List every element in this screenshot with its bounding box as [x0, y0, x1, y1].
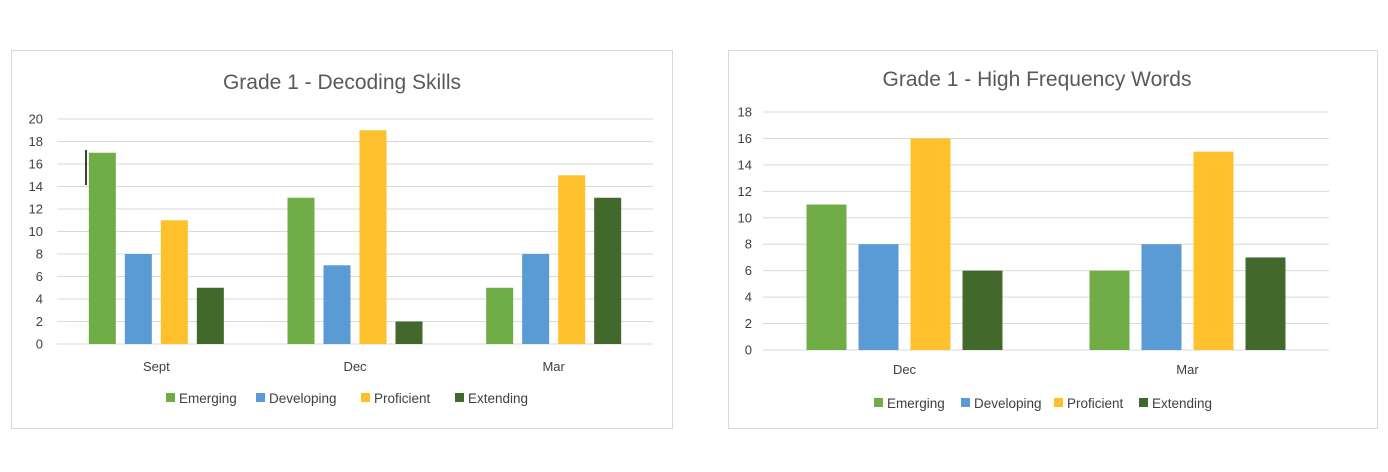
bar-emerging-mar — [1089, 270, 1130, 350]
legend-label-proficient: Proficient — [1067, 396, 1124, 411]
bar-emerging-sept — [88, 152, 116, 344]
legend-swatch-developing — [961, 398, 970, 407]
legend-label-extending: Extending — [468, 391, 528, 406]
x-tick-label-sept: Sept — [143, 359, 170, 374]
legend-swatch-emerging — [874, 398, 883, 407]
bar-emerging-dec — [806, 204, 847, 350]
legend-label-extending: Extending — [1152, 396, 1212, 411]
bar-extending-mar — [1245, 257, 1286, 350]
bar-extending-dec — [395, 321, 423, 344]
y-tick-label-0: 0 — [36, 337, 43, 352]
legend-label-emerging: Emerging — [887, 396, 945, 411]
x-tick-label-mar: Mar — [542, 359, 565, 374]
y-tick-label-4: 4 — [36, 292, 43, 307]
y-tick-label-6: 6 — [745, 263, 752, 278]
chart-high-frequency-words-svg: Grade 1 - High Frequency Words 0 2 4 6 8 10 12 1… — [738, 68, 1329, 411]
bar-extending-mar — [594, 197, 622, 344]
legend-swatch-extending — [455, 393, 464, 402]
x-tick-label-dec: Dec — [343, 359, 367, 374]
y-tick-label-2: 2 — [36, 314, 43, 329]
chart-high-frequency-words: Grade 1 - High Frequency Words 0 2 4 6 8 10 12 1… — [728, 50, 1378, 429]
y-tick-label-8: 8 — [745, 237, 752, 252]
y-tick-label-16: 16 — [738, 131, 752, 146]
y-tick-label-12: 12 — [738, 184, 752, 199]
legend-swatch-developing — [256, 393, 265, 402]
legend-label-developing: Developing — [269, 391, 337, 406]
legend-swatch-proficient — [1054, 398, 1063, 407]
y-tick-label-10: 10 — [738, 210, 752, 225]
bar-developing-mar — [1141, 244, 1182, 350]
y-tick-label-0: 0 — [745, 343, 752, 358]
bar-extending-sept — [196, 287, 224, 344]
bar-emerging-mar — [486, 287, 514, 344]
y-tick-label-18: 18 — [738, 105, 752, 120]
bar-developing-dec — [323, 265, 351, 344]
bar-extending-dec — [962, 270, 1003, 350]
y-tick-label-12: 12 — [29, 202, 43, 217]
y-tick-label-14: 14 — [738, 157, 752, 172]
chart-decoding-skills: Grade 1 - Decoding Skills 0 2 4 6 8 10 12 14 16 18… — [11, 50, 673, 429]
y-tick-label-2: 2 — [745, 316, 752, 331]
y-tick-label-18: 18 — [29, 134, 43, 149]
bar-developing-dec — [858, 244, 899, 350]
y-tick-label-20: 20 — [29, 112, 43, 127]
legend-swatch-proficient — [361, 393, 370, 402]
y-tick-label-4: 4 — [745, 290, 752, 305]
legend-label-emerging: Emerging — [179, 391, 237, 406]
legend-label-developing: Developing — [974, 396, 1042, 411]
bar-developing-mar — [522, 254, 550, 344]
chart-title: Grade 1 - Decoding Skills — [223, 71, 461, 94]
bar-proficient-dec — [910, 138, 951, 350]
bar-proficient-sept — [160, 220, 188, 344]
legend-label-proficient: Proficient — [374, 391, 431, 406]
bar-proficient-dec — [359, 130, 387, 344]
bar-proficient-mar — [558, 175, 586, 344]
y-tick-label-10: 10 — [29, 224, 43, 239]
x-tick-label-dec: Dec — [893, 362, 917, 377]
chart-title: Grade 1 - High Frequency Words — [883, 68, 1192, 91]
y-tick-label-6: 6 — [36, 269, 43, 284]
legend-swatch-emerging — [166, 393, 175, 402]
bar-developing-sept — [124, 254, 152, 344]
y-tick-label-16: 16 — [29, 157, 43, 172]
bar-proficient-mar — [1193, 151, 1234, 350]
y-tick-label-8: 8 — [36, 247, 43, 262]
y-tick-label-14: 14 — [29, 179, 43, 194]
legend-swatch-extending — [1139, 398, 1148, 407]
x-tick-label-mar: Mar — [1176, 362, 1199, 377]
bar-emerging-dec — [287, 197, 315, 344]
chart-decoding-skills-svg: Grade 1 - Decoding Skills 0 2 4 6 8 10 12 14 16 18… — [29, 71, 653, 406]
